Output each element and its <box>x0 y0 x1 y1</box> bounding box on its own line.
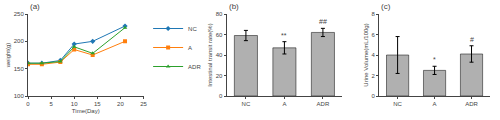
svg-text:15: 15 <box>94 101 101 107</box>
svg-text:(c): (c) <box>381 2 391 11</box>
svg-text:##: ## <box>319 18 327 25</box>
svg-text:ADR: ADR <box>317 101 330 107</box>
svg-text:100: 100 <box>14 93 25 99</box>
svg-text:A: A <box>433 101 437 107</box>
svg-text:A: A <box>188 45 192 51</box>
svg-text:Time(Day): Time(Day) <box>72 108 100 114</box>
svg-text:Urine Volume(mL/100g): Urine Volume(mL/100g) <box>363 23 369 86</box>
svg-text:A: A <box>282 101 286 107</box>
svg-text:4: 4 <box>372 52 376 58</box>
svg-text:80: 80 <box>216 11 223 17</box>
svg-text:10: 10 <box>71 101 78 107</box>
svg-text:*: * <box>433 56 436 63</box>
svg-text:150: 150 <box>14 66 25 72</box>
svg-text:**: ** <box>281 32 287 39</box>
svg-text:Intestinal transit rate(%): Intestinal transit rate(%) <box>207 23 213 86</box>
svg-text:NC: NC <box>242 101 251 107</box>
svg-text:NC: NC <box>393 101 402 107</box>
svg-text:60: 60 <box>216 32 223 38</box>
svg-text:20: 20 <box>117 101 124 107</box>
svg-text:200: 200 <box>14 38 25 44</box>
svg-text:NC: NC <box>188 26 197 32</box>
svg-text:ADR: ADR <box>465 101 478 107</box>
svg-text:(a): (a) <box>30 2 40 11</box>
svg-text:ADR: ADR <box>188 64 201 70</box>
svg-text:0: 0 <box>372 93 376 99</box>
svg-text:0: 0 <box>26 101 30 107</box>
svg-text:(b): (b) <box>229 2 239 11</box>
svg-text:0: 0 <box>219 93 223 99</box>
svg-text:5: 5 <box>49 101 53 107</box>
svg-text:25: 25 <box>140 101 147 107</box>
svg-text:2: 2 <box>372 73 376 79</box>
svg-text:6: 6 <box>372 32 376 38</box>
svg-text:weight(g): weight(g) <box>5 43 11 69</box>
svg-text:20: 20 <box>216 73 223 79</box>
svg-text:#: # <box>470 36 474 43</box>
svg-text:8: 8 <box>372 11 376 17</box>
svg-text:250: 250 <box>14 11 25 17</box>
svg-text:40: 40 <box>216 52 223 58</box>
